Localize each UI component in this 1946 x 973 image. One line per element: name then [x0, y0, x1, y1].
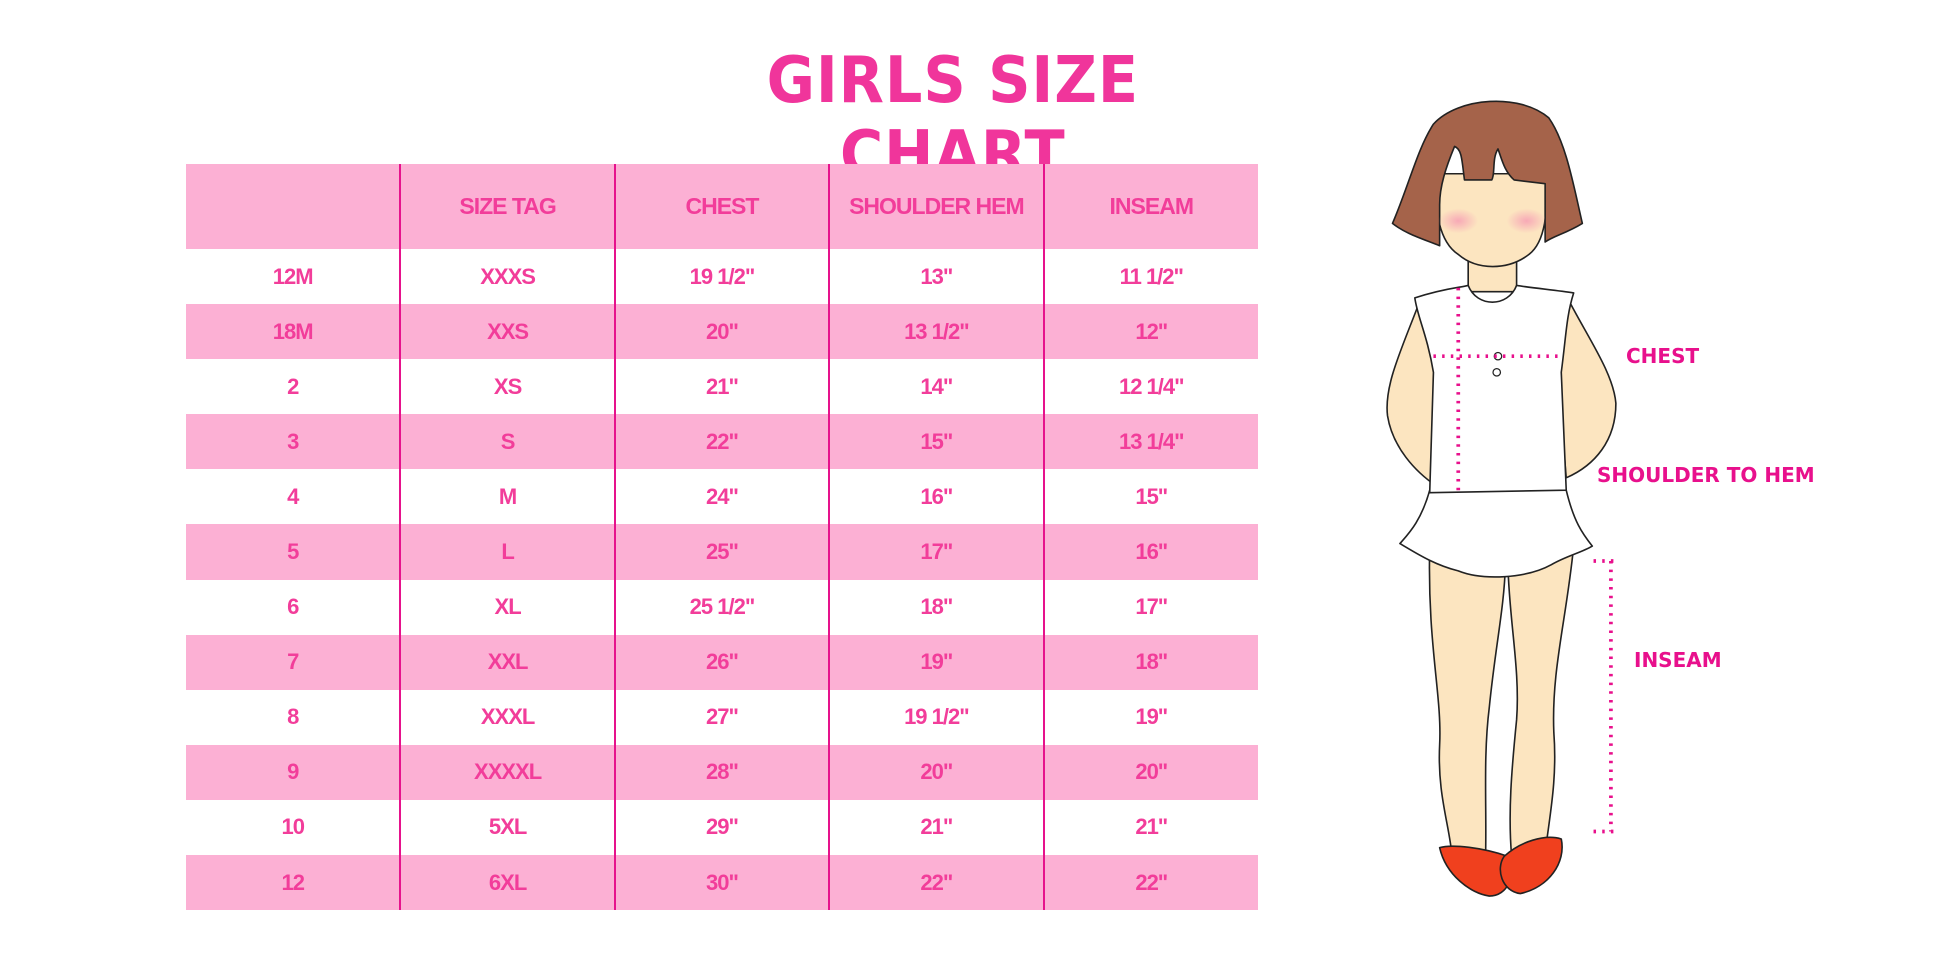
table-row: 8 XXXL 27" 19 1/2" 19"	[186, 689, 1258, 745]
page-title: GIRLS SIZE CHART	[766, 44, 1140, 192]
shirt	[1414, 284, 1575, 494]
table-cell: 18"	[828, 579, 1044, 635]
column-header: SIZE TAG	[399, 164, 615, 249]
face	[1435, 172, 1548, 268]
table-cell: 22"	[613, 414, 830, 470]
right-leg	[1507, 545, 1575, 858]
table-cell: 2	[287, 373, 299, 399]
table-row: 12 6XL 30" 22" 22"	[186, 855, 1258, 911]
table-cell: 27"	[613, 689, 830, 745]
table-cell: 25 1/2"	[613, 579, 830, 635]
table-cell: 16"	[1042, 524, 1258, 580]
table-cell: 21"	[613, 359, 830, 415]
table-cell: 9	[186, 744, 401, 800]
size-chart-table: SIZE TAG CHEST SHOULDER HEM INSEAM 12M XXXS 1…	[186, 164, 1258, 911]
table-cell: 6XL	[399, 855, 615, 911]
left-shoe	[1438, 845, 1513, 897]
table-row: 9 XXXXL 28" 20" 20"	[186, 744, 1258, 800]
right-arm	[1556, 294, 1617, 479]
table-cell: 15"	[1042, 469, 1258, 525]
table-cell: 25"	[613, 524, 830, 580]
left-leg	[1428, 545, 1507, 858]
table-cell: 26"	[613, 634, 830, 690]
table-cell: 18M	[186, 304, 401, 360]
table-row: 7 XXL 26" 19" 18"	[186, 634, 1258, 690]
table-cell: 13 1/2"	[828, 304, 1044, 360]
table-cell: 12	[186, 855, 401, 911]
table-cell: 5	[186, 524, 401, 580]
table-cell: 12M	[272, 263, 314, 289]
table-cell: 18"	[1042, 634, 1258, 690]
hair	[1391, 100, 1584, 247]
table-row: 4 M 24" 16" 15"	[186, 469, 1258, 525]
table-cell: M	[399, 469, 615, 525]
inseam-label: INSEAM	[1634, 648, 1722, 672]
table-cell: 13"	[828, 249, 1044, 305]
table-cell: 7	[186, 634, 401, 690]
column-header	[186, 164, 401, 249]
table-cell: 20"	[613, 304, 830, 360]
table-cell: 24"	[613, 469, 830, 525]
column-header: CHEST	[613, 164, 830, 249]
right-shoe	[1499, 836, 1563, 895]
table-cell: 14"	[828, 359, 1044, 415]
table-cell: 20"	[1042, 744, 1258, 800]
table-cell: 20"	[828, 744, 1044, 800]
shoulder-to-hem-label: SHOULDER TO HEM	[1597, 463, 1815, 487]
table-cell: 12 1/4"	[1042, 359, 1258, 415]
column-header: SHOULDER HEM	[828, 164, 1044, 249]
table-cell: 29"	[613, 799, 830, 856]
table-cell: 13 1/4"	[1042, 414, 1258, 470]
table-cell: 28"	[613, 744, 830, 800]
table-cell: 21"	[1042, 799, 1258, 856]
table-cell: 6	[287, 594, 299, 620]
table-row: 12M XXXS 19 1/2" 13" 11 1/2"	[186, 249, 1258, 305]
left-arm	[1386, 297, 1443, 488]
skirt	[1399, 489, 1594, 578]
table-cell: 22"	[1042, 855, 1258, 911]
table-cell: 15"	[828, 414, 1044, 470]
table-cell: 4	[287, 483, 299, 509]
table-cell: 22"	[828, 855, 1044, 911]
table-cell: 5XL	[399, 799, 615, 856]
table-cell: XXXS	[399, 249, 615, 305]
table-row: 5 L 25" 17" 16"	[186, 524, 1258, 580]
table-cell: 11 1/2"	[1042, 249, 1258, 305]
chest-label: CHEST	[1626, 344, 1700, 368]
table-cell: 12"	[1042, 304, 1258, 360]
table-cell: L	[399, 524, 615, 580]
table-cell: 19"	[1042, 689, 1258, 745]
table-cell: 8	[287, 704, 299, 730]
table-cell: 17"	[1042, 579, 1258, 635]
table-cell: 10	[281, 814, 304, 840]
table-cell: 19 1/2"	[613, 249, 830, 305]
table-header-row: SIZE TAG CHEST SHOULDER HEM INSEAM	[186, 164, 1258, 249]
table-cell: XXL	[399, 634, 615, 690]
table-row: 18M XXS 20" 13 1/2" 12"	[186, 304, 1258, 360]
table-row: 3 S 22" 15" 13 1/4"	[186, 414, 1258, 470]
table-cell: XXXL	[399, 689, 615, 745]
table-cell: XXS	[399, 304, 615, 360]
table-cell: XL	[399, 579, 615, 635]
table-cell: XS	[399, 359, 615, 415]
table-cell: 19"	[828, 634, 1044, 690]
table-cell: 21"	[828, 799, 1044, 856]
table-cell: XXXXL	[399, 744, 615, 800]
table-row: 2 XS 21" 14" 12 1/4"	[186, 359, 1258, 415]
table-cell: 3	[186, 414, 401, 470]
table-cell: S	[399, 414, 615, 470]
column-header: INSEAM	[1042, 164, 1258, 249]
table-cell: 19 1/2"	[828, 689, 1044, 745]
table-row: 6 XL 25 1/2" 18" 17"	[186, 579, 1258, 635]
table-cell: 16"	[828, 469, 1044, 525]
table-row: 10 5XL 29" 21" 21"	[186, 799, 1258, 856]
table-cell: 30"	[613, 855, 830, 911]
table-cell: 17"	[828, 524, 1044, 580]
